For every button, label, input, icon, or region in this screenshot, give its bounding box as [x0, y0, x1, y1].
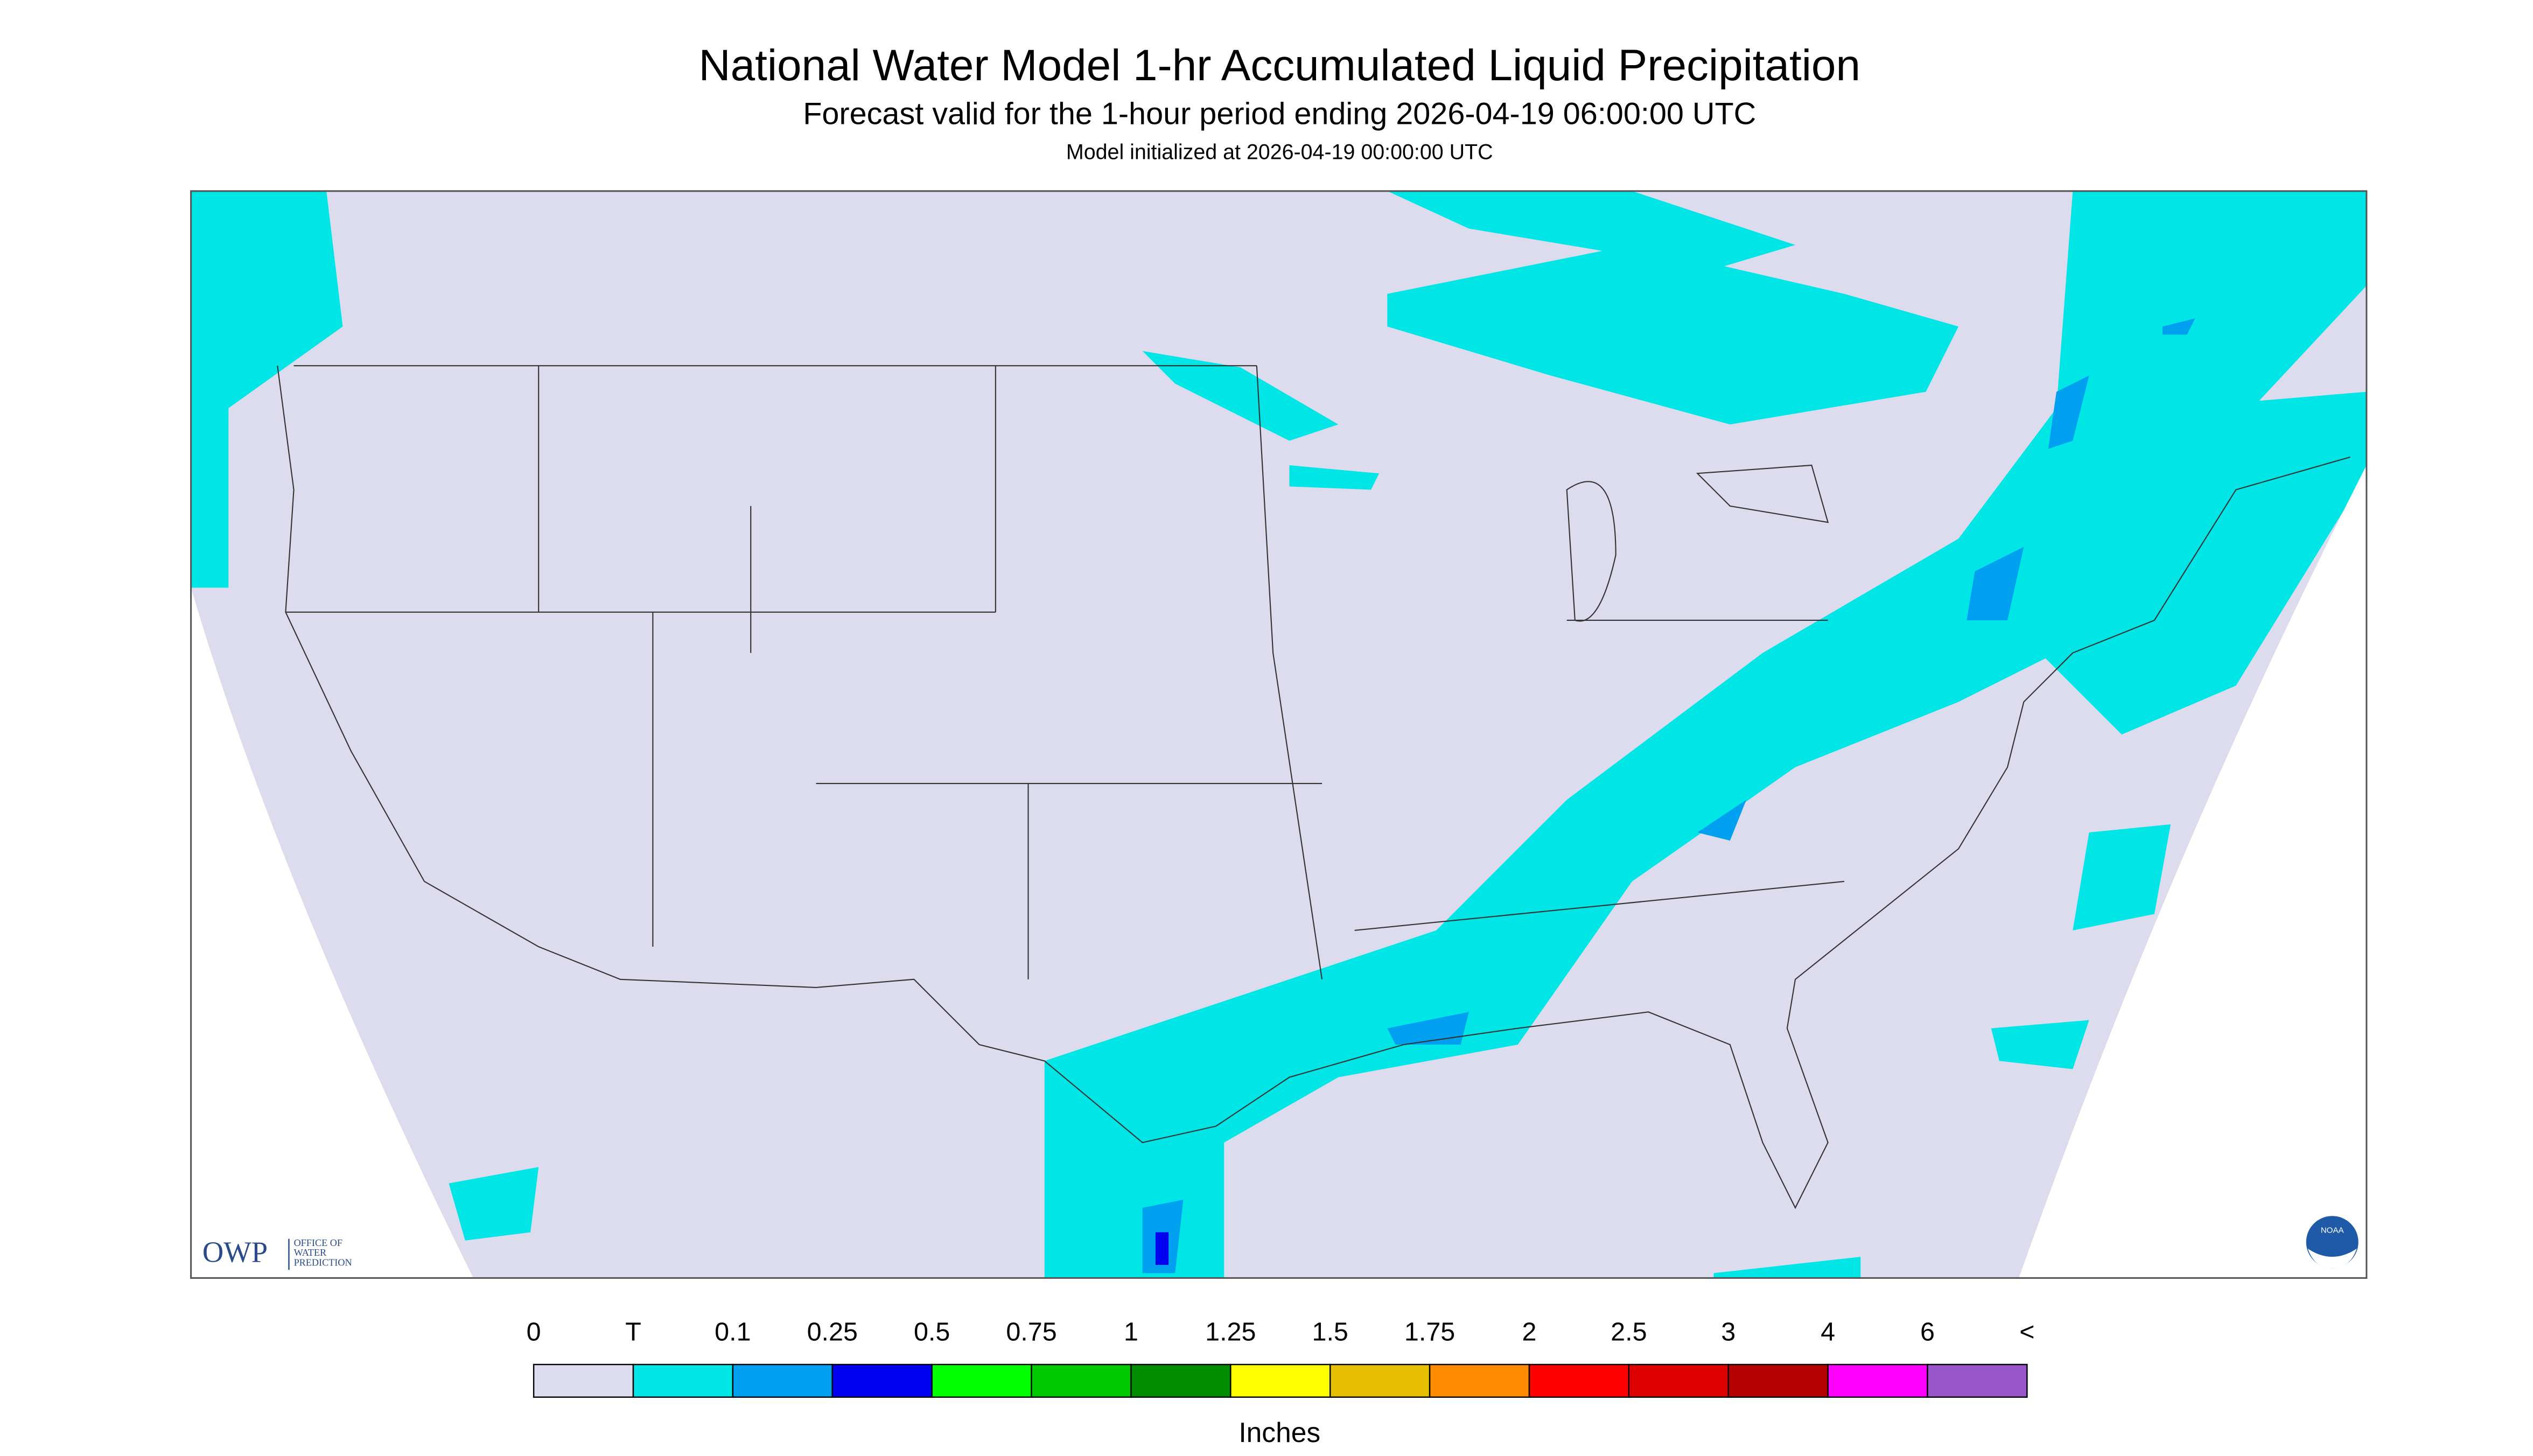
projection-edge [191, 587, 473, 1278]
legend-swatch [533, 1363, 634, 1398]
great-lakes [1566, 464, 1829, 622]
noaa-logo-text: NOAA [2321, 1226, 2345, 1235]
legend-label: T [625, 1317, 641, 1346]
legend-label: 3 [1721, 1317, 1736, 1346]
projection-edge [2019, 465, 2367, 1278]
legend-swatch [1429, 1363, 1530, 1398]
legend-units: Inches [1238, 1417, 1320, 1448]
boundaries [277, 365, 2350, 1209]
legend-label: 0.75 [1006, 1317, 1056, 1346]
title: National Water Model 1-hr Accumulated Li… [699, 41, 1860, 90]
precip-areas [191, 191, 2367, 1278]
legend-swatch [1827, 1363, 1928, 1398]
legend-label: 1 [1124, 1317, 1138, 1346]
legend-label: 2.5 [1611, 1317, 1647, 1346]
precip-heavy [1155, 1232, 1169, 1265]
owp-logo-line: WATER [294, 1247, 327, 1258]
legend-label: 0.5 [914, 1317, 950, 1346]
legend-swatch [1031, 1363, 1132, 1398]
precip-moderate [1142, 318, 2195, 1273]
noaa-logo: NOAA [2306, 1216, 2359, 1269]
legend-swatch [1628, 1363, 1729, 1398]
legend-label: 2 [1522, 1317, 1536, 1346]
owp-logo-text: OWP [202, 1236, 268, 1269]
owp-logo-line: PREDICTION [294, 1257, 352, 1268]
owp-logo-line: OFFICE OF [294, 1237, 342, 1248]
legend-swatch [1130, 1363, 1231, 1398]
legend-swatch [931, 1363, 1032, 1398]
legend-swatch [831, 1363, 933, 1398]
legend-label: 0.25 [807, 1317, 858, 1346]
map [190, 190, 2368, 1279]
init-time: Model initialized at 2026-04-19 00:00:00… [1066, 141, 1493, 164]
map-frame [190, 190, 2368, 1279]
legend-label: 1.25 [1205, 1317, 1256, 1346]
legend-label: 1.75 [1404, 1317, 1455, 1346]
owp-logo: OWP OFFICE OF WATER PREDICTION [202, 1236, 352, 1270]
subtitle: Forecast valid for the 1-hour period end… [803, 97, 1756, 131]
legend-label: < [2019, 1317, 2034, 1346]
legend-label: 0 [527, 1317, 541, 1346]
legend-swatch [1329, 1363, 1431, 1398]
legend-label: 0.1 [715, 1317, 751, 1346]
legend-swatch [1230, 1363, 1331, 1398]
legend-label: 1.5 [1312, 1317, 1348, 1346]
legend-label: 6 [1920, 1317, 1935, 1346]
legend-swatch [1927, 1363, 2028, 1398]
legend-swatch [1727, 1363, 1829, 1398]
map-background [191, 191, 2367, 1278]
legend: 0 T 0.1 0.25 0.5 0.75 1 1.25 1.5 1.75 2 2.5 3 4 6 < [527, 1317, 2035, 1398]
legend-swatch [1528, 1363, 1630, 1398]
legend-label: 4 [1821, 1317, 1835, 1346]
legend-swatch [632, 1363, 734, 1398]
legend-swatch [732, 1363, 833, 1398]
